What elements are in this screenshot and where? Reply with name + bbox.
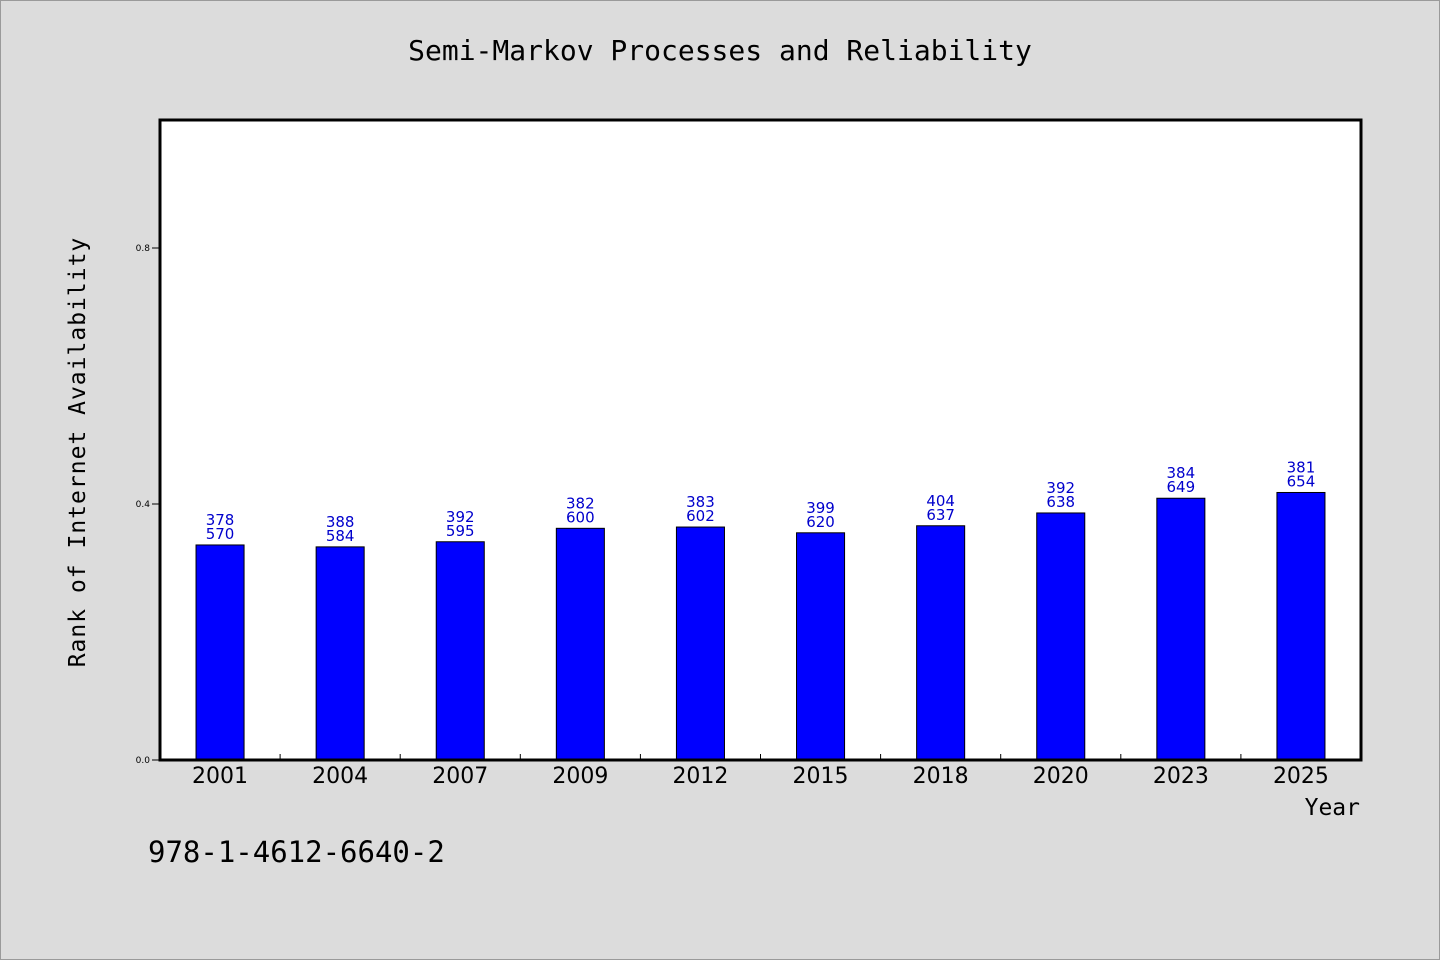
x-tick-label: 2015	[793, 764, 849, 789]
bar	[1276, 491, 1326, 761]
bar-data-label: 378	[206, 511, 235, 529]
chart-title: Semi-Markov Processes and Reliability	[408, 34, 1032, 67]
bar-data-label: 384	[1167, 464, 1196, 482]
bar-data-label: 654	[1287, 472, 1316, 490]
bar-data-label: 637	[926, 506, 955, 524]
bar-data-label: 381	[1287, 458, 1316, 476]
x-tick-label: 2009	[552, 764, 608, 789]
bar-data-label: 404	[926, 492, 955, 510]
bar	[315, 546, 365, 761]
bar	[675, 526, 725, 761]
bar-data-label: 570	[206, 525, 235, 543]
y-tick-label: 0.8	[136, 244, 151, 254]
bar-data-label: 649	[1167, 478, 1196, 496]
bar-data-label: 595	[446, 522, 475, 540]
bar	[435, 541, 485, 761]
bar-data-label: 388	[326, 513, 355, 531]
isbn-footnote: 978-1-4612-6640-2	[148, 835, 445, 869]
bar-data-label: 602	[686, 507, 715, 525]
x-tick-label: 2001	[192, 764, 248, 789]
bar	[555, 527, 605, 761]
bar	[195, 544, 245, 761]
bar	[1036, 512, 1086, 761]
y-tick-label: 0.0	[136, 756, 151, 766]
y-tick-label: 0.4	[136, 500, 151, 510]
bar-data-label: 392	[446, 508, 475, 526]
bar-data-label: 584	[326, 527, 355, 545]
x-axis-label: Year	[1304, 795, 1360, 821]
bar-data-label: 638	[1046, 493, 1075, 511]
x-tick-label: 2025	[1273, 764, 1329, 789]
bar	[916, 525, 966, 761]
bar-data-label: 399	[806, 499, 835, 517]
bar-data-label: 383	[686, 493, 715, 511]
bar-data-label: 600	[566, 508, 595, 526]
bar-data-label: 382	[566, 494, 595, 512]
x-tick-label: 2020	[1033, 764, 1089, 789]
x-tick-label: 2012	[672, 764, 728, 789]
x-tick-label: 2007	[432, 764, 488, 789]
x-tick-label: 2023	[1153, 764, 1209, 789]
bar	[1156, 497, 1206, 761]
bar	[796, 532, 846, 761]
bar-data-label: 620	[806, 513, 835, 531]
plot-frame	[158, 118, 1363, 762]
bar-data-label: 392	[1046, 479, 1075, 497]
x-tick-label: 2004	[312, 764, 368, 789]
x-tick-label: 2018	[913, 764, 969, 789]
